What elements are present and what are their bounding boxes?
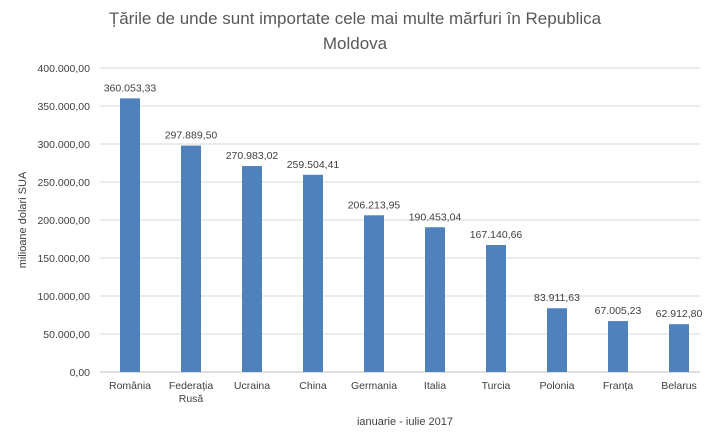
data-label: 67.005,23 [595,305,642,317]
x-tick-label: Belarus [661,380,697,392]
y-tick-label: 200.000,00 [37,215,90,227]
chart-title: Țările de unde sunt importate cele mai m… [108,9,602,53]
y-axis-ticks: 0,00 50.000,00 100.000,00 150.000,00 200.000… [37,63,90,379]
data-label: 206.213,95 [348,199,401,211]
bar [181,145,201,372]
bar [486,244,506,372]
y-tick-label: 100.000,00 [37,291,90,303]
x-tick-label: Germania [351,380,397,392]
y-tick-label: 400.000,00 [37,63,90,75]
bar [425,227,445,372]
x-tick-label: Polonia [539,380,574,392]
bar [242,166,262,372]
bar [608,321,628,372]
x-tick-label: Ucraina [234,380,270,392]
x-tick-label: Franța [603,380,634,392]
data-label: 190.453,04 [409,211,462,223]
data-label: 259.504,41 [287,159,340,171]
bar [364,215,384,372]
data-label: 297.889,50 [165,130,218,142]
x-tick-label: Federația [169,380,214,392]
y-tick-label: 350.000,00 [37,101,90,113]
x-axis-label: ianuarie - iulie 2017 [357,416,453,428]
data-label: 270.983,02 [226,150,279,162]
x-tick-label: China [299,380,327,392]
x-tick-label: Italia [424,380,446,392]
bar [669,324,689,372]
data-label: 167.140,66 [470,229,523,241]
data-label: 360.053,33 [104,82,157,94]
y-tick-label: 50.000,00 [43,329,90,341]
y-axis-label: milioane dolari SUA [17,171,29,268]
x-tick-label: Rusă [179,393,204,405]
data-labels: 360.053,33 297.889,50 270.983,02 259.504,41… [104,82,703,320]
x-tick-label: Turcia [482,380,511,392]
y-tick-label: 0,00 [70,367,91,379]
bar [547,308,567,372]
y-tick-label: 150.000,00 [37,253,90,265]
data-label: 83.911,63 [534,292,580,304]
bars [120,98,689,372]
bar [120,98,140,372]
y-tick-label: 300.000,00 [37,139,90,151]
data-label: 62.912,80 [656,308,703,320]
bar [303,174,323,372]
y-tick-label: 250.000,00 [37,177,90,189]
x-tick-label: România [109,380,151,392]
